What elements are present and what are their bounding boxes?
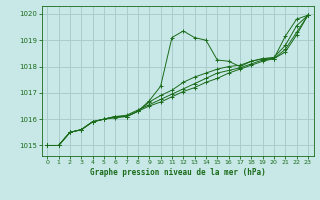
X-axis label: Graphe pression niveau de la mer (hPa): Graphe pression niveau de la mer (hPa) — [90, 168, 266, 177]
